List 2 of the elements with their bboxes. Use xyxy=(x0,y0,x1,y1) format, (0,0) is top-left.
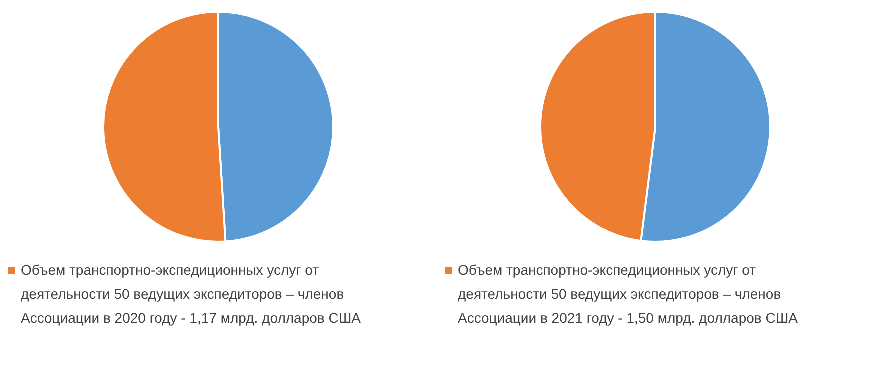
legend-label: Объем транспортно-экспедиционных услуг от деятельности 50 ведущих экспедиторов – членов Ассоциации в 2021 году - 1,50 млрд. долларов США xyxy=(458,261,799,328)
legend-label: Объем транспортно-экспедиционных услуг от деятельности 50 ведущих экспедиторов – членов Ассоциации в 2020 году - 1,17 млрд. долларов США xyxy=(21,261,362,328)
